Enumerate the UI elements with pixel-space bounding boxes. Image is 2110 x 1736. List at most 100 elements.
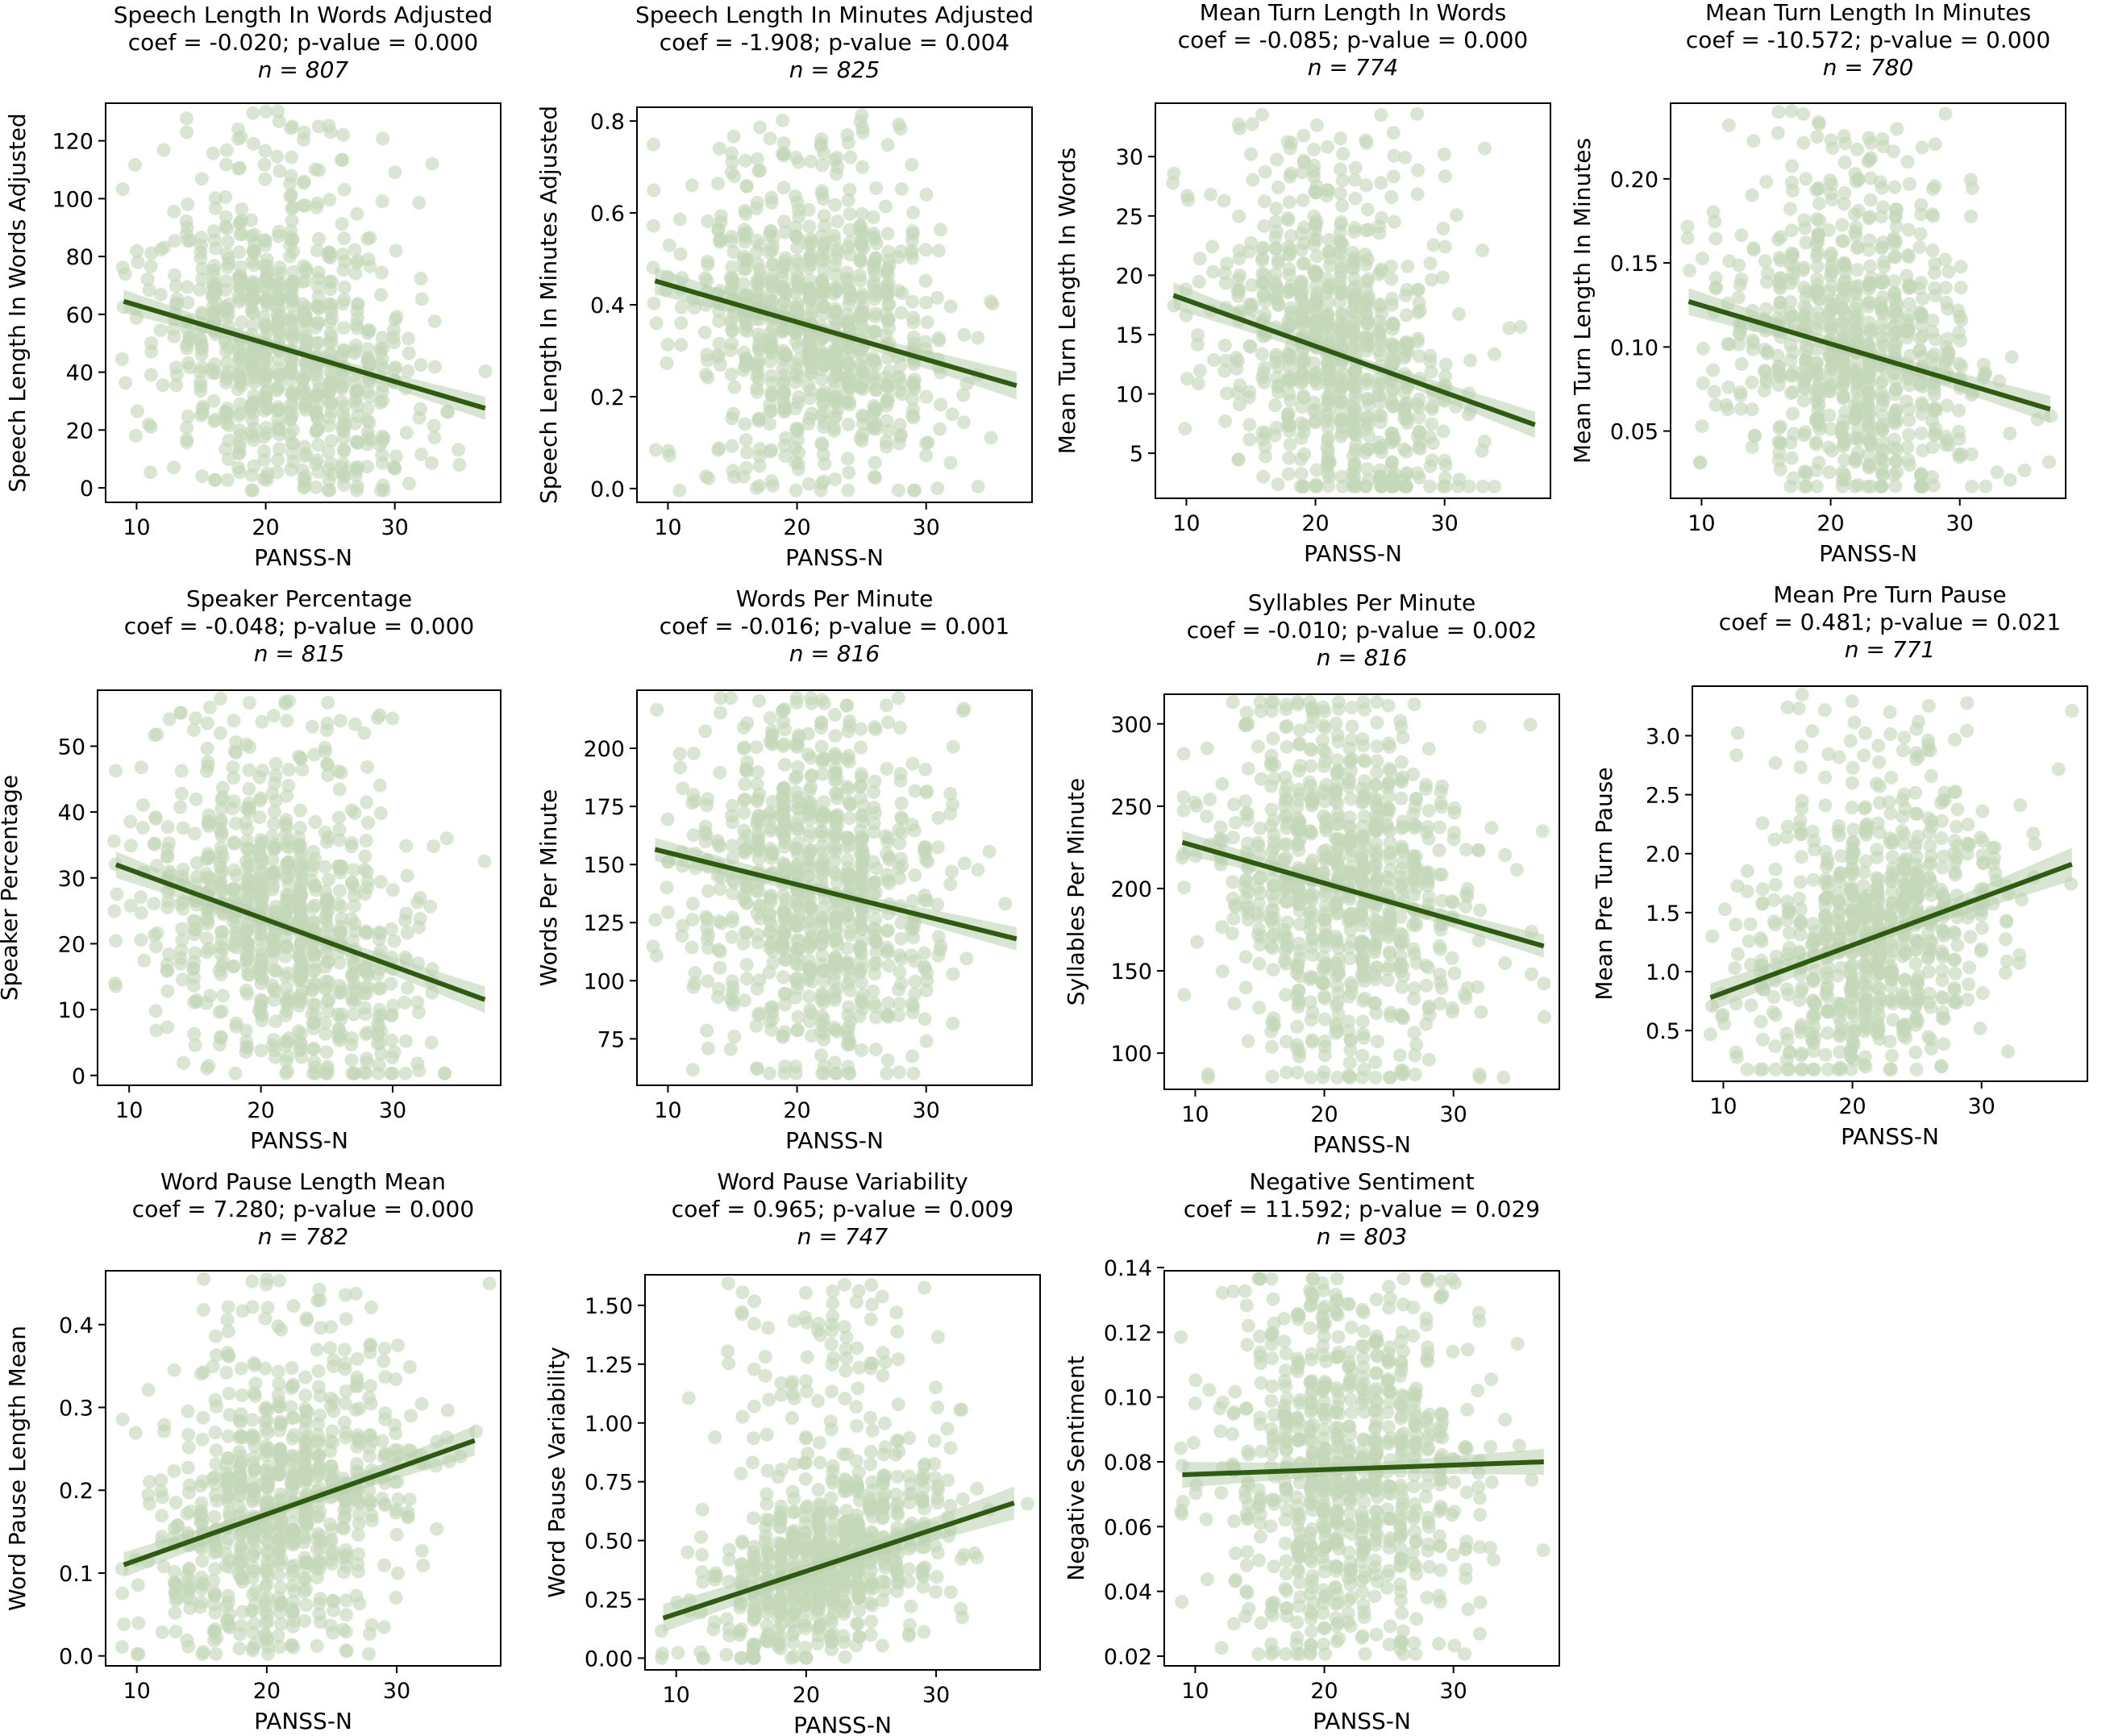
data-point: [1386, 316, 1400, 331]
data-point: [1270, 152, 1284, 167]
data-point: [1280, 407, 1295, 422]
data-point: [776, 936, 790, 951]
data-point: [1231, 289, 1246, 303]
data-point: [762, 965, 776, 980]
data-point: [348, 806, 362, 820]
data-point: [1438, 479, 1453, 493]
data-point: [828, 473, 843, 486]
data-point: [1333, 225, 1347, 239]
data-point: [1475, 479, 1490, 493]
data-point: [957, 856, 972, 871]
data-point: [281, 1049, 295, 1064]
data-point: [268, 756, 283, 771]
data-point: [1835, 304, 1850, 318]
data-point: [1373, 396, 1388, 410]
data-point: [331, 764, 346, 778]
data-point: [348, 899, 361, 914]
data-point: [387, 1045, 402, 1060]
data-point: [852, 307, 867, 322]
data-point: [749, 233, 764, 248]
data-point: [905, 756, 920, 771]
data-point: [646, 939, 660, 954]
data-point: [318, 860, 332, 874]
data-point: [1268, 398, 1282, 413]
data-point: [2003, 427, 2017, 441]
data-point: [713, 882, 727, 897]
data-point: [144, 336, 158, 350]
data-point: [905, 294, 920, 309]
data-point: [1875, 420, 1889, 435]
data-point: [1181, 193, 1196, 207]
data-point: [1822, 408, 1837, 423]
data-point: [229, 929, 243, 943]
data-point: [791, 899, 805, 914]
data-point: [917, 946, 931, 960]
data-point: [1757, 383, 1771, 398]
data-point: [1875, 132, 1890, 146]
data-point: [109, 979, 123, 993]
data-point: [402, 477, 416, 491]
data-point: [1965, 181, 1979, 195]
data-point: [203, 989, 218, 1003]
data-point: [1914, 310, 1929, 325]
data-point: [414, 447, 429, 461]
data-point: [906, 1066, 921, 1080]
data-point: [841, 418, 855, 431]
data-point: [801, 477, 816, 491]
data-point: [751, 815, 766, 829]
data-point: [866, 210, 880, 224]
data-point: [427, 431, 442, 445]
data-point: [726, 245, 741, 259]
data-point: [804, 691, 818, 706]
data-point: [1862, 433, 1876, 448]
subplot-title: Speech Length In Words Adjusted: [114, 2, 493, 28]
data-point: [855, 206, 869, 221]
data-point: [778, 997, 793, 1012]
data-point: [1217, 194, 1231, 208]
data-point: [1296, 128, 1311, 143]
data-point: [1359, 445, 1373, 460]
data-point: [843, 972, 857, 986]
data-point: [389, 449, 403, 464]
data-point: [1912, 240, 1927, 255]
data-point: [802, 219, 817, 234]
data-point: [137, 953, 152, 968]
data-point: [232, 465, 247, 480]
data-point: [331, 810, 346, 825]
data-point: [1425, 402, 1439, 416]
data-point: [869, 181, 884, 195]
data-point: [183, 330, 197, 344]
data-point: [1796, 260, 1811, 275]
data-point: [208, 191, 223, 206]
y-tick-label: 0.4: [590, 293, 625, 318]
data-point: [360, 231, 375, 246]
data-point: [200, 945, 214, 960]
data-point: [268, 841, 282, 855]
data-point: [265, 852, 280, 867]
data-point: [1822, 465, 1837, 480]
data-point: [802, 289, 817, 304]
data-point: [306, 1021, 321, 1035]
data-point: [179, 227, 194, 241]
data-point: [1255, 347, 1269, 361]
data-point: [1220, 386, 1234, 401]
data-point: [179, 111, 194, 126]
data-point: [279, 1039, 293, 1053]
data-point: [878, 199, 893, 214]
data-point: [1771, 348, 1785, 363]
data-point: [244, 483, 259, 497]
data-point: [1348, 160, 1363, 175]
x-axis-label: PANSS-N: [1304, 540, 1402, 567]
data-point: [1412, 410, 1426, 425]
data-point: [1335, 284, 1350, 298]
data-point: [268, 1014, 283, 1029]
data-point: [257, 157, 272, 172]
data-point: [752, 459, 767, 473]
data-point: [1851, 422, 1865, 436]
data-point: [763, 926, 777, 940]
data-point: [1903, 279, 1917, 293]
data-point: [776, 181, 791, 195]
data-point: [714, 706, 727, 720]
data-point: [814, 716, 828, 731]
